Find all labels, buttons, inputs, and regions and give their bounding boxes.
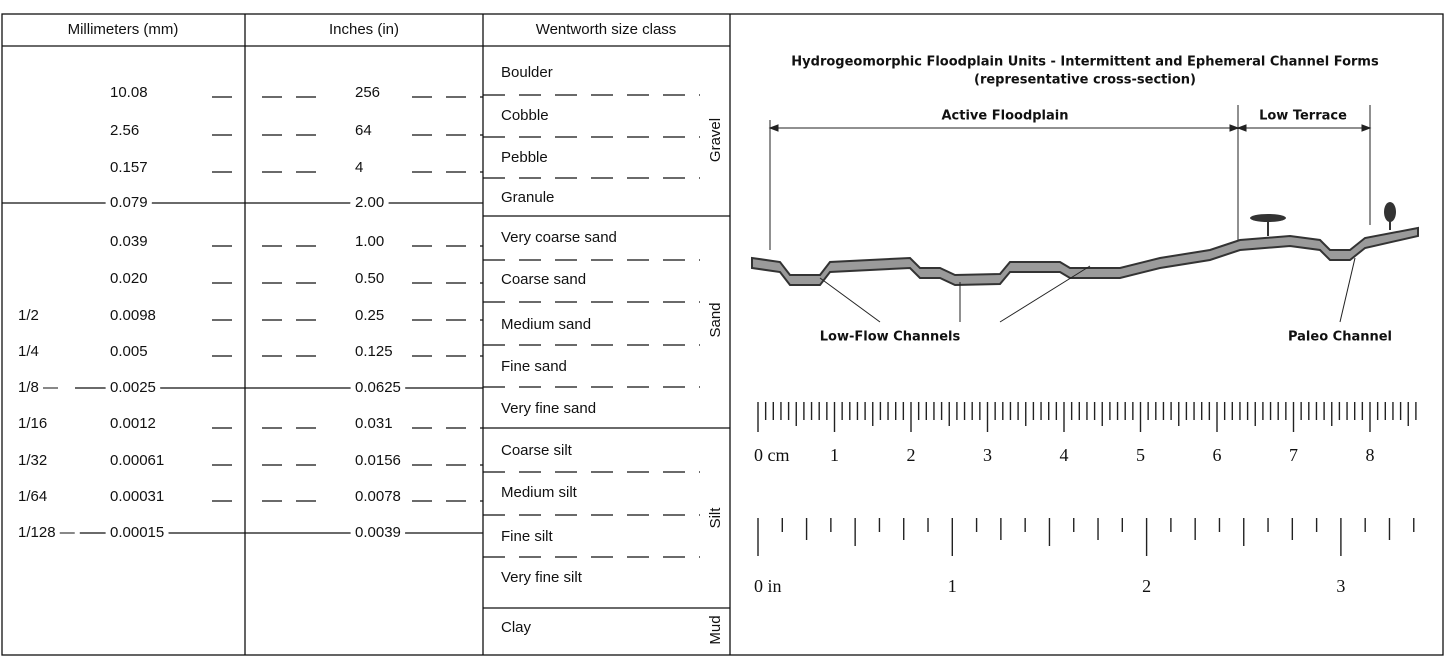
column-header: Millimeters (mm) [68,21,179,38]
mm-value: 0.005 [110,343,148,360]
size-group: Silt [707,507,724,529]
inch-value: 4 [355,159,363,176]
mm-value: 0.157 [110,159,148,176]
size-group: Mud [707,615,724,644]
mm-value: 0.020 [110,270,148,287]
mm-value: 0.00015 [110,524,164,541]
mm-value: 2.56 [110,122,139,139]
mm-fraction: 1/32 [18,452,47,469]
size-class: Boulder [501,64,553,81]
size-class: Coarse silt [501,442,573,459]
ruler-label: 6 [1213,445,1222,465]
mm-value: 0.079 [110,194,148,211]
mm-fraction: 1/128 — [18,524,75,541]
ruler-label: 5 [1136,445,1145,465]
inch-value: 1.00 [355,233,384,250]
column-header: Wentworth size class [536,21,677,38]
diagram-subtitle: (representative cross-section) [974,73,1196,88]
inch-value: 0.125 [355,343,393,360]
ruler-label: 8 [1366,445,1375,465]
ruler-label: 1 [948,576,957,596]
ruler-label: 0 in [754,576,782,596]
size-class: Clay [501,619,532,636]
ruler-label: 3 [1336,576,1345,596]
mm-value: 0.0025 [110,379,156,396]
mm-value: 0.0098 [110,307,156,324]
mm-fraction: 1/16 [18,415,47,432]
inch-value: 256 [355,84,380,101]
inch-value: 0.0078 [355,488,401,505]
span-label: Low Terrace [1259,109,1347,124]
size-class: Medium sand [501,316,591,333]
rulers: 0 cm 1 2 3 4 5 6 7 8 0 in 1 2 3 [754,402,1417,596]
diagram-title: Hydrogeomorphic Floodplain Units - Inter… [791,55,1379,70]
ruler-label: 7 [1289,445,1298,465]
ruler-label: 1 [830,445,839,465]
span-label: Active Floodplain [941,109,1068,124]
mm-value: 0.00031 [110,488,164,505]
size-class: Fine sand [501,358,567,375]
size-class: Very fine silt [501,569,583,586]
ruler-label: 2 [1142,576,1151,596]
mm-value: 0.0012 [110,415,156,432]
inch-value: 0.0625 [355,379,401,396]
inch-value: 0.50 [355,270,384,287]
ruler-label: 4 [1060,445,1069,465]
ruler-label: 0 cm [754,445,790,465]
mm-fraction: 1/64 [18,488,47,505]
mm-fraction: 1/8 — [18,379,58,396]
size-class: Medium silt [501,484,578,501]
ruler-label: 3 [983,445,992,465]
column-header: Inches (in) [329,21,399,38]
inch-value: 2.00 [355,194,384,211]
size-class: Granule [501,189,554,206]
size-class: Pebble [501,149,548,166]
inch-value: 64 [355,122,372,139]
feature-label: Paleo Channel [1288,330,1392,345]
mm-value: 10.08 [110,84,148,101]
cross-section: Hydrogeomorphic Floodplain Units - Inter… [751,55,1419,345]
size-group: Sand [707,302,724,337]
size-class: Fine silt [501,528,554,545]
table-frame [1,13,1444,656]
ruler-label: 2 [907,445,916,465]
feature-label: Low-Flow Channels [820,330,961,345]
mm-fraction: 1/2 [18,307,39,324]
size-class: Cobble [501,107,549,124]
inch-value: 0.0039 [355,524,401,541]
inch-value: 0.25 [355,307,384,324]
size-class: Coarse sand [501,271,586,288]
inch-value: 0.031 [355,415,393,432]
mm-value: 0.00061 [110,452,164,469]
size-class: Very fine sand [501,400,596,417]
size-group: Gravel [707,118,724,162]
size-class: Very coarse sand [501,229,617,246]
mm-fraction: 1/4 [18,343,39,360]
inch-value: 0.0156 [355,452,401,469]
mm-value: 0.039 [110,233,148,250]
